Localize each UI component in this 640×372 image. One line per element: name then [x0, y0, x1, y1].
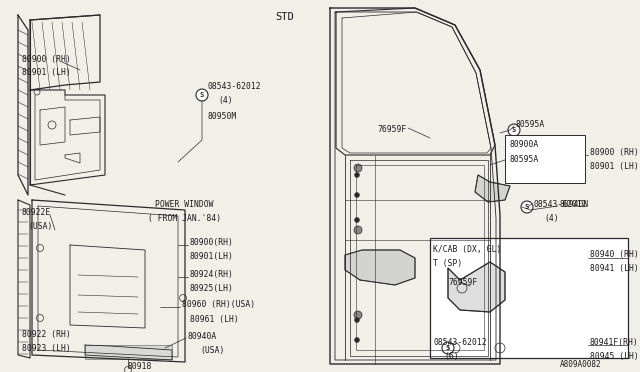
- Text: K/CAB (DX, GL): K/CAB (DX, GL): [433, 245, 501, 254]
- Text: 80900 (RH): 80900 (RH): [22, 55, 71, 64]
- Circle shape: [196, 89, 208, 101]
- Circle shape: [508, 124, 520, 136]
- Text: S: S: [446, 345, 450, 351]
- Polygon shape: [475, 175, 510, 202]
- Text: 80940A: 80940A: [188, 332, 217, 341]
- Bar: [85, 345, 172, 359]
- Circle shape: [476, 276, 484, 284]
- Circle shape: [354, 311, 362, 319]
- Circle shape: [355, 317, 360, 323]
- Text: 80922E: 80922E: [22, 208, 51, 217]
- Text: 80925(LH): 80925(LH): [190, 284, 234, 293]
- Circle shape: [355, 218, 360, 222]
- Text: STD: STD: [276, 12, 294, 22]
- Text: (USA): (USA): [28, 222, 52, 231]
- Text: (4): (4): [544, 214, 559, 223]
- Text: 80961 (LH): 80961 (LH): [190, 315, 239, 324]
- Text: 80900 (RH): 80900 (RH): [590, 148, 639, 157]
- Text: (USA): (USA): [200, 346, 225, 355]
- Text: 80901 (LH): 80901 (LH): [22, 68, 71, 77]
- Circle shape: [354, 226, 362, 234]
- Circle shape: [521, 201, 533, 213]
- Text: 80945 (LH): 80945 (LH): [590, 352, 639, 361]
- Text: 80595A: 80595A: [516, 120, 545, 129]
- Text: ( FROM JAN.'84): ( FROM JAN.'84): [148, 214, 221, 223]
- Text: 76959F: 76959F: [377, 125, 406, 134]
- Text: 80950M: 80950M: [208, 112, 237, 121]
- Text: (6): (6): [444, 352, 459, 361]
- Text: 80918: 80918: [128, 362, 152, 371]
- Text: A809A0082: A809A0082: [560, 360, 602, 369]
- Text: 80960 (RH)(USA): 80960 (RH)(USA): [182, 300, 255, 309]
- Text: 76959F: 76959F: [448, 278, 477, 287]
- Text: 08543-62012: 08543-62012: [208, 82, 262, 91]
- Circle shape: [355, 192, 360, 198]
- Text: 80924(RH): 80924(RH): [190, 270, 234, 279]
- Text: (4): (4): [218, 96, 232, 105]
- Bar: [505, 135, 585, 183]
- Text: 80940 (RH): 80940 (RH): [590, 250, 639, 259]
- Circle shape: [355, 337, 360, 343]
- Text: 80941 (LH): 80941 (LH): [590, 264, 639, 273]
- Text: 08543-62012: 08543-62012: [433, 338, 486, 347]
- Text: S: S: [525, 204, 529, 210]
- Polygon shape: [345, 250, 415, 285]
- Text: 80901 (LH): 80901 (LH): [590, 162, 639, 171]
- Text: 80940N: 80940N: [560, 200, 589, 209]
- Text: S: S: [512, 127, 516, 133]
- Text: 80900A: 80900A: [510, 140, 540, 149]
- Text: 80941F(RH): 80941F(RH): [590, 338, 639, 347]
- Circle shape: [354, 164, 362, 172]
- Text: 08543-62012: 08543-62012: [534, 200, 588, 209]
- Bar: [430, 238, 628, 358]
- Circle shape: [355, 173, 360, 177]
- Text: 80923 (LH): 80923 (LH): [22, 344, 71, 353]
- Circle shape: [442, 342, 454, 354]
- Text: T (SP): T (SP): [433, 259, 462, 268]
- Text: 80900(RH): 80900(RH): [190, 238, 234, 247]
- Text: 80901(LH): 80901(LH): [190, 252, 234, 261]
- Text: 80595A: 80595A: [510, 155, 540, 164]
- Text: 80922 (RH): 80922 (RH): [22, 330, 71, 339]
- Text: POWER WINDOW: POWER WINDOW: [155, 200, 214, 209]
- Polygon shape: [448, 262, 505, 312]
- Text: S: S: [200, 92, 204, 98]
